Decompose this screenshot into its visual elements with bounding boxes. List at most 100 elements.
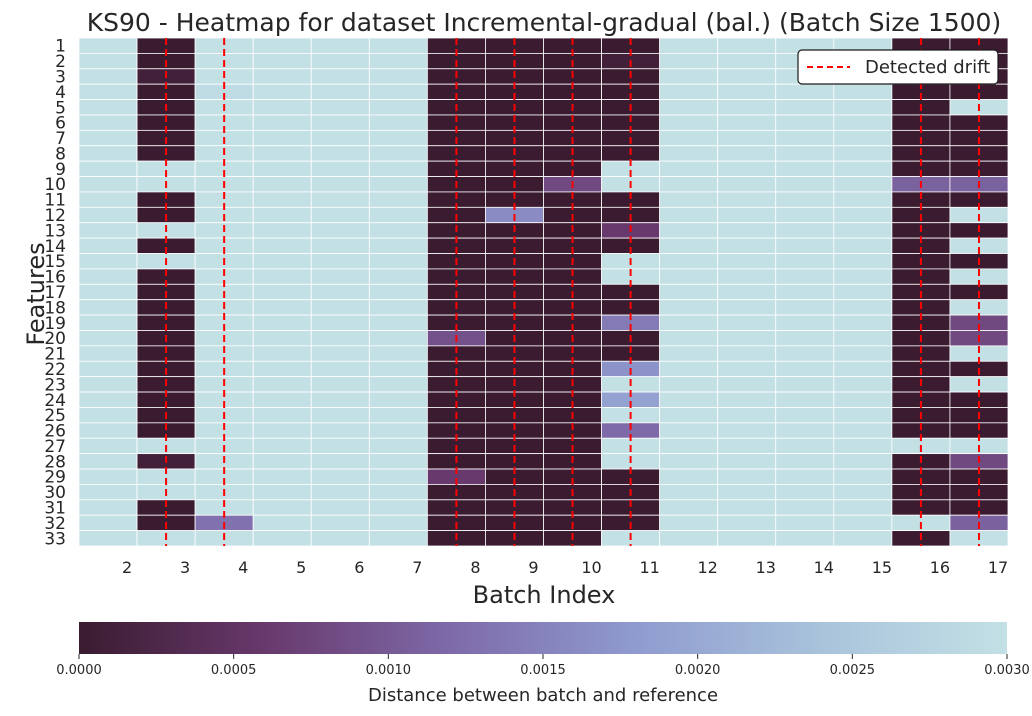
- y-tick-label: 19: [44, 314, 66, 334]
- heatmap-cell: [368, 453, 428, 470]
- heatmap-cell: [659, 191, 719, 208]
- heatmap-cell: [775, 437, 835, 455]
- heatmap-cell: [717, 345, 777, 362]
- colorbar-tick-label: 0.0020: [675, 663, 721, 678]
- heatmap-cell: [775, 145, 835, 162]
- heatmap-cell: [368, 484, 428, 501]
- y-tick-label: 8: [55, 144, 66, 164]
- colorbar-tick-label: 0.0015: [520, 663, 566, 678]
- heatmap-cell: [833, 129, 893, 147]
- heatmap-cell: [775, 407, 835, 424]
- heatmap-cell: [659, 422, 719, 439]
- heatmap-cell: [659, 376, 719, 393]
- heatmap-cell: [833, 114, 893, 131]
- heatmap-cell: [717, 484, 777, 501]
- y-tick-label: 33: [44, 529, 66, 549]
- heatmap-cell: [833, 268, 893, 285]
- heatmap-cell: [659, 437, 719, 455]
- heatmap-cell: [78, 206, 138, 224]
- heatmap-cell: [833, 360, 893, 378]
- heatmap-cell: [659, 52, 719, 70]
- y-tick-label: 31: [44, 499, 66, 519]
- heatmap-cell: [833, 437, 893, 455]
- x-tick-label: 16: [930, 558, 950, 577]
- heatmap-cell: [833, 468, 893, 485]
- y-tick-label: 25: [44, 406, 66, 426]
- heatmap-cell: [833, 330, 893, 347]
- heatmap-cell: [310, 37, 370, 54]
- heatmap-cell: [717, 330, 777, 347]
- heatmap-cell: [78, 222, 138, 239]
- heatmap-cell: [78, 114, 138, 131]
- heatmap-cell: [717, 376, 777, 393]
- heatmap-cell: [78, 514, 138, 532]
- heatmap-cell: [78, 160, 138, 177]
- heatmap-cell: [368, 407, 428, 424]
- heatmap-cell: [775, 422, 835, 439]
- x-tick-label: 3: [180, 558, 190, 577]
- y-tick-label: 3: [55, 67, 66, 87]
- heatmap-cell: [659, 222, 719, 239]
- colorbar-tick-label: 0.0030: [984, 663, 1030, 678]
- heatmap-cell: [833, 391, 893, 408]
- heatmap-cell: [775, 499, 835, 516]
- heatmap-cell: [717, 268, 777, 285]
- heatmap-cell: [717, 206, 777, 224]
- heatmap-cell: [717, 283, 777, 301]
- x-tick-label: 7: [412, 558, 422, 577]
- heatmap-cell: [310, 268, 370, 285]
- heatmap-cell: [78, 145, 138, 162]
- heatmap-cell: [659, 345, 719, 362]
- heatmap-cell: [659, 129, 719, 147]
- heatmap-cell: [310, 99, 370, 116]
- heatmap-cell: [252, 222, 312, 239]
- heatmap-cell: [368, 176, 428, 193]
- heatmap-cell: [252, 453, 312, 470]
- heatmap-cell: [310, 253, 370, 270]
- heatmap-cell: [78, 253, 138, 270]
- heatmap-cell: [252, 52, 312, 70]
- heatmap-cell: [252, 499, 312, 516]
- heatmap-cell: [717, 253, 777, 270]
- heatmap-cell: [78, 37, 138, 54]
- heatmap-cell: [252, 422, 312, 439]
- heatmap-cell: [775, 453, 835, 470]
- heatmap-cell: [310, 222, 370, 239]
- heatmap-cell: [833, 145, 893, 162]
- heatmap-cell: [368, 37, 428, 54]
- colorbar-ticks: 0.0000 0.0005 0.0010 0.0015 0.0020 0.0025 0.00…: [56, 654, 1030, 678]
- heatmap-cell: [78, 191, 138, 208]
- heatmap-cell: [659, 330, 719, 347]
- x-tick-label: 9: [528, 558, 538, 577]
- x-tick-label: 10: [581, 558, 601, 577]
- heatmap-cell: [368, 314, 428, 331]
- heatmap-cell: [833, 514, 893, 532]
- heatmap-cell: [252, 391, 312, 408]
- heatmap-cell: [368, 283, 428, 301]
- heatmap-cell: [310, 191, 370, 208]
- heatmap-cell: [310, 330, 370, 347]
- heatmap-cell: [368, 145, 428, 162]
- heatmap-cell: [310, 453, 370, 470]
- heatmap-cell: [78, 52, 138, 70]
- heatmap-cell: [717, 37, 777, 54]
- heatmap-cell: [78, 345, 138, 362]
- colorbar-tick-label: 0.0010: [366, 663, 412, 678]
- x-tick-label: 5: [296, 558, 306, 577]
- heatmap-cell: [659, 83, 719, 100]
- heatmap-cell: [368, 99, 428, 116]
- heatmap-cell: [78, 237, 138, 254]
- heatmap-cell: [717, 407, 777, 424]
- heatmap-cell: [833, 222, 893, 239]
- heatmap-cell: [659, 453, 719, 470]
- heatmap-cell: [775, 314, 835, 331]
- heatmap-cell: [310, 437, 370, 455]
- x-tick-label: 13: [756, 558, 776, 577]
- heatmap-cell: [252, 114, 312, 131]
- heatmap-cell: [368, 299, 428, 316]
- heatmap-cell: [310, 237, 370, 254]
- heatmap-cell: [310, 407, 370, 424]
- heatmap-cell: [659, 37, 719, 54]
- y-tick-label: 32: [44, 514, 66, 534]
- y-tick-label: 26: [44, 422, 66, 442]
